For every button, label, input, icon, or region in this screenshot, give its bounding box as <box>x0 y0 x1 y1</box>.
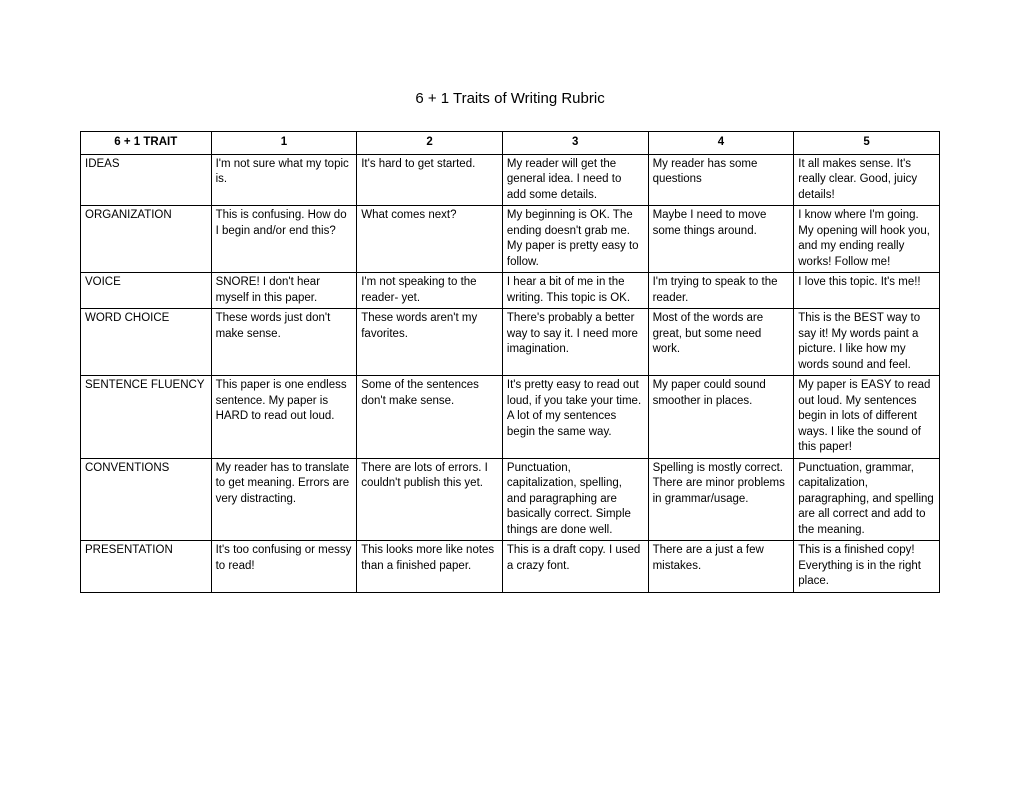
table-row: PRESENTATION It's too confusing or messy… <box>81 541 940 593</box>
rubric-cell: I'm not speaking to the reader- yet. <box>357 273 503 309</box>
table-row: CONVENTIONS My reader has to translate t… <box>81 458 940 541</box>
trait-label: PRESENTATION <box>81 541 212 593</box>
rubric-cell: What comes next? <box>357 206 503 273</box>
header-score-5: 5 <box>794 132 940 155</box>
rubric-cell: I'm not sure what my topic is. <box>211 154 357 206</box>
rubric-cell: My paper could sound smoother in places. <box>648 376 794 459</box>
rubric-cell: This is a draft copy. I used a crazy fon… <box>502 541 648 593</box>
rubric-cell: These words aren't my favorites. <box>357 309 503 376</box>
header-score-1: 1 <box>211 132 357 155</box>
rubric-cell: There are a just a few mistakes. <box>648 541 794 593</box>
trait-label: ORGANIZATION <box>81 206 212 273</box>
rubric-cell: This is a finished copy! Everything is i… <box>794 541 940 593</box>
rubric-cell: I know where I'm going. My opening will … <box>794 206 940 273</box>
rubric-cell: My reader will get the general idea. I n… <box>502 154 648 206</box>
header-score-4: 4 <box>648 132 794 155</box>
table-row: SENTENCE FLUENCY This paper is one endle… <box>81 376 940 459</box>
rubric-cell: It's pretty easy to read out loud, if yo… <box>502 376 648 459</box>
trait-label: IDEAS <box>81 154 212 206</box>
rubric-cell: I'm trying to speak to the reader. <box>648 273 794 309</box>
rubric-cell: My reader has to translate to get meanin… <box>211 458 357 541</box>
table-header-row: 6 + 1 TRAIT 1 2 3 4 5 <box>81 132 940 155</box>
rubric-cell: This looks more like notes than a finish… <box>357 541 503 593</box>
rubric-cell: My reader has some questions <box>648 154 794 206</box>
rubric-cell: Most of the words are great, but some ne… <box>648 309 794 376</box>
rubric-cell: There's probably a better way to say it.… <box>502 309 648 376</box>
trait-label: CONVENTIONS <box>81 458 212 541</box>
rubric-body: IDEAS I'm not sure what my topic is. It'… <box>81 154 940 592</box>
rubric-cell: There are lots of errors. I couldn't pub… <box>357 458 503 541</box>
rubric-cell: Punctuation, grammar, capitalization, pa… <box>794 458 940 541</box>
rubric-cell: It's hard to get started. <box>357 154 503 206</box>
rubric-cell: This paper is one endless sentence. My p… <box>211 376 357 459</box>
rubric-cell: Maybe I need to move some things around. <box>648 206 794 273</box>
table-row: ORGANIZATION This is confusing. How do I… <box>81 206 940 273</box>
table-row: VOICE SNORE! I don't hear myself in this… <box>81 273 940 309</box>
trait-label: SENTENCE FLUENCY <box>81 376 212 459</box>
rubric-cell: My beginning is OK. The ending doesn't g… <box>502 206 648 273</box>
rubric-cell: I love this topic. It's me!! <box>794 273 940 309</box>
rubric-cell: This is the BEST way to say it! My words… <box>794 309 940 376</box>
rubric-cell: It all makes sense. It's really clear. G… <box>794 154 940 206</box>
rubric-cell: It's too confusing or messy to read! <box>211 541 357 593</box>
rubric-cell: My paper is EASY to read out loud. My se… <box>794 376 940 459</box>
rubric-cell: Some of the sentences don't make sense. <box>357 376 503 459</box>
table-row: WORD CHOICE These words just don't make … <box>81 309 940 376</box>
rubric-cell: Punctuation, capitalization, spelling, a… <box>502 458 648 541</box>
rubric-cell: I hear a bit of me in the writing. This … <box>502 273 648 309</box>
page-title: 6 + 1 Traits of Writing Rubric <box>80 90 940 107</box>
rubric-table: 6 + 1 TRAIT 1 2 3 4 5 IDEAS I'm not sure… <box>80 131 940 593</box>
rubric-cell: SNORE! I don't hear myself in this paper… <box>211 273 357 309</box>
rubric-cell: Spelling is mostly correct. There are mi… <box>648 458 794 541</box>
table-row: IDEAS I'm not sure what my topic is. It'… <box>81 154 940 206</box>
header-score-2: 2 <box>357 132 503 155</box>
header-trait: 6 + 1 TRAIT <box>81 132 212 155</box>
trait-label: VOICE <box>81 273 212 309</box>
rubric-cell: These words just don't make sense. <box>211 309 357 376</box>
trait-label: WORD CHOICE <box>81 309 212 376</box>
rubric-cell: This is confusing. How do I begin and/or… <box>211 206 357 273</box>
header-score-3: 3 <box>502 132 648 155</box>
